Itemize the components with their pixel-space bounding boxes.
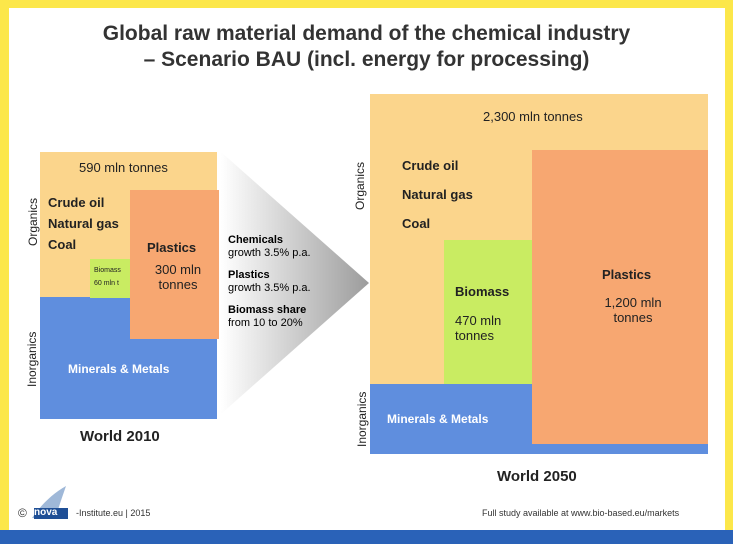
inorganics-2050-axis-label: Inorganics bbox=[355, 391, 369, 447]
fossil-2050-coal: Coal bbox=[402, 216, 431, 231]
nova-logo-icon bbox=[32, 486, 68, 519]
fossil-2010-crude: Crude oil bbox=[48, 195, 105, 210]
bottom-bar bbox=[0, 530, 733, 544]
plastics-growth-title: Plastics bbox=[228, 269, 270, 281]
title-line-1: Global raw material demand of the chemic… bbox=[102, 22, 631, 45]
biomass-2050-label: Biomass bbox=[455, 284, 510, 299]
fossil-2010-gas: Natural gas bbox=[48, 216, 119, 231]
plastics-2010-label: Plastics bbox=[147, 240, 197, 255]
copyright-symbol: © bbox=[18, 506, 27, 520]
growth-annotations: Chemicals growth 3.5% p.a. Plastics grow… bbox=[228, 234, 311, 330]
nova-logo-text: nova bbox=[34, 507, 58, 518]
world-2050-label: World 2050 bbox=[497, 468, 577, 485]
inorganics-2010-axis-label: Inorganics bbox=[25, 331, 39, 387]
biomass-2010-amount: 60 mln t bbox=[94, 280, 119, 287]
total-2050: 2,300 mln tonnes bbox=[483, 109, 583, 124]
plastics-2010-box bbox=[130, 190, 219, 339]
organics-2010-axis-label: Organics bbox=[26, 197, 40, 246]
minerals-2010-label: Minerals & Metals bbox=[68, 362, 170, 376]
footer-study-link: Full study available at www.bio-based.eu… bbox=[482, 508, 680, 518]
total-2010: 590 mln tonnes bbox=[79, 160, 168, 175]
biomass-share-range: from 10 to 20% bbox=[228, 317, 303, 329]
plastics-2010-amount: 300 mln tonnes bbox=[154, 262, 202, 292]
biomass-2010-label: Biomass bbox=[94, 267, 121, 274]
plastics-2050-label: Plastics bbox=[602, 267, 652, 282]
growth-arrow-icon bbox=[221, 152, 369, 414]
organics-2050-axis-label: Organics bbox=[353, 161, 367, 210]
plastics-growth-rate: growth 3.5% p.a. bbox=[228, 282, 311, 294]
fossil-2010-coal: Coal bbox=[48, 237, 77, 252]
chemicals-growth-title: Chemicals bbox=[228, 234, 284, 246]
biomass-2050-box bbox=[444, 240, 532, 384]
minerals-2050-label: Minerals & Metals bbox=[387, 412, 489, 426]
fossil-2050-crude: Crude oil bbox=[402, 158, 459, 173]
biomass-2050-amount: 470 mln tonnes bbox=[455, 313, 502, 343]
fossil-2050-gas: Natural gas bbox=[402, 187, 473, 202]
biomass-2010-box bbox=[90, 259, 130, 298]
plastics-2050-box bbox=[532, 150, 708, 444]
title-line-2: – Scenario BAU (incl. energy for process… bbox=[143, 48, 590, 71]
plastics-2050-amount: 1,200 mln tonnes bbox=[604, 295, 662, 325]
biomass-share-title: Biomass share bbox=[228, 304, 307, 316]
footer-credit: -Institute.eu | 2015 bbox=[76, 508, 151, 518]
world-2010-label: World 2010 bbox=[80, 428, 160, 445]
chemicals-growth-rate: growth 3.5% p.a. bbox=[228, 247, 311, 259]
